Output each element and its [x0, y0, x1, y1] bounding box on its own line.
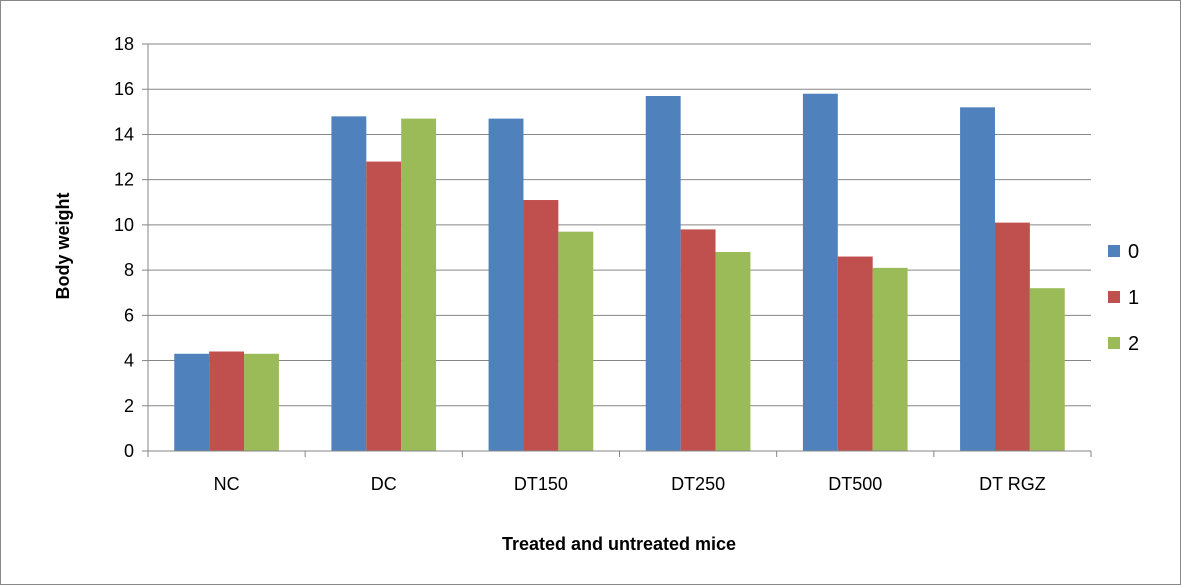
x-tick-label: DT150	[514, 474, 568, 494]
bar-dc-series-0	[331, 116, 367, 451]
y-tick-label: 14	[114, 124, 134, 144]
y-tick-label: 2	[124, 396, 134, 416]
x-axis-title: Treated and untreated mice	[502, 534, 736, 554]
bar-dt150-series-0	[488, 118, 524, 451]
x-tick-label: DC	[371, 474, 397, 494]
legend-label-0: 0	[1128, 241, 1139, 263]
bar-nc-series-1	[209, 351, 245, 451]
legend-label-1: 1	[1128, 287, 1139, 309]
bar-dt250-series-0	[645, 96, 681, 451]
bar-dt-rgz-series-1	[994, 222, 1030, 451]
bar-dt250-series-2	[715, 252, 751, 451]
y-tick-label: 6	[124, 305, 134, 325]
axes	[142, 43, 1092, 457]
bar-dt500-series-2	[872, 267, 908, 451]
y-tick-label: 12	[114, 170, 134, 190]
y-tick-label: 18	[114, 34, 134, 54]
x-tick-label: NC	[214, 474, 240, 494]
bars	[174, 93, 1065, 452]
x-tick-label: DT250	[671, 474, 725, 494]
bar-dt500-series-0	[802, 93, 838, 451]
bar-dc-series-2	[401, 118, 437, 451]
legend-label-2: 2	[1128, 333, 1139, 355]
bar-dt250-series-1	[680, 229, 716, 451]
x-tick-labels: NC DC DT150 DT250 DT500 DT RGZ	[214, 474, 1046, 494]
legend: 0 1 2	[1108, 241, 1139, 355]
bar-dt-rgz-series-2	[1029, 288, 1065, 451]
y-tick-label: 4	[124, 351, 134, 371]
x-tick-label: DT RGZ	[979, 474, 1046, 494]
legend-swatch-1	[1108, 291, 1120, 303]
legend-swatch-2	[1108, 337, 1120, 349]
bar-nc-series-2	[244, 353, 279, 451]
bar-dt500-series-1	[837, 256, 873, 451]
bar-dt150-series-2	[558, 231, 594, 451]
legend-swatch-0	[1108, 245, 1120, 257]
bar-nc-series-0	[174, 353, 210, 451]
y-tick-label: 16	[114, 79, 134, 99]
bar-dt-rgz-series-0	[960, 107, 995, 452]
gridlines	[148, 43, 1091, 407]
y-tick-label: 8	[124, 260, 134, 280]
y-tick-label: 0	[124, 441, 134, 461]
bar-dt150-series-1	[523, 200, 559, 451]
bar-dc-series-1	[366, 161, 402, 452]
y-tick-label: 10	[114, 215, 134, 235]
x-tick-label: DT500	[828, 474, 882, 494]
y-tick-labels: 0 2 4 6 8 10 12 14 16 18	[114, 34, 134, 461]
y-axis-title: Body weight	[53, 192, 73, 299]
